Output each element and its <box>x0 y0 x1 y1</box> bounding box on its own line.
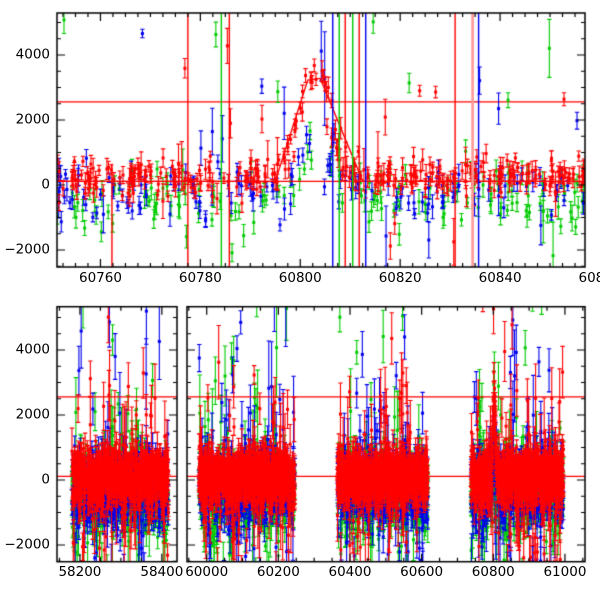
x-tick-label: 60820 <box>378 269 422 286</box>
x-tick-label: 60780 <box>178 269 222 286</box>
x-tick-label: 60840 <box>478 269 522 286</box>
y-tick-label: −2000 <box>4 536 50 553</box>
y-tick-label: 0 <box>41 176 50 193</box>
y-tick-label: 2000 <box>15 111 50 128</box>
x-tick-label: 60000 <box>185 564 229 581</box>
y-tick-label: 0 <box>41 471 50 488</box>
y-tick-label: 4000 <box>15 341 50 358</box>
y-tick-label: 2000 <box>15 406 50 423</box>
y-tick-label: 4000 <box>15 46 50 63</box>
x-tick-label: 58200 <box>58 564 102 581</box>
x-tick-label: 60400 <box>328 564 372 581</box>
y-tick-label: −2000 <box>4 241 50 258</box>
x-tick-label: 60800 <box>278 269 322 286</box>
x-tick-label: 60200 <box>256 564 300 581</box>
x-tick-label: 60800 <box>471 564 515 581</box>
x-tick-label: 61000 <box>543 564 587 581</box>
x-tick-label: 60600 <box>400 564 444 581</box>
x-tick-label: 58400 <box>140 564 184 581</box>
x-tick-label: 60760 <box>78 269 122 286</box>
x-tick-label: 60860 <box>578 269 600 286</box>
